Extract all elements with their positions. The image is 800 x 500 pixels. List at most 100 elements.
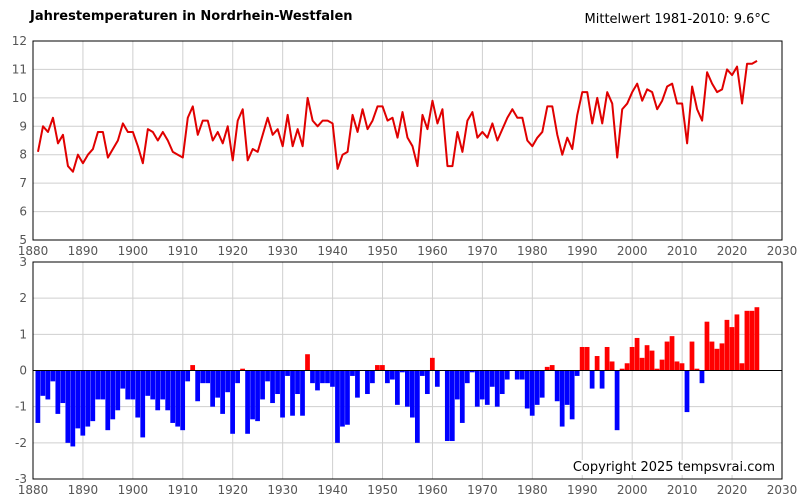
- anomaly-bar: [474, 370, 480, 407]
- anomaly-bar: [624, 363, 630, 371]
- anomaly-bar: [330, 370, 335, 387]
- y-tick-label: 9: [19, 119, 27, 133]
- anomaly-bar: [564, 370, 570, 405]
- anomaly-bar: [130, 370, 136, 400]
- anomaly-bar: [654, 368, 660, 371]
- anomaly-bar: [669, 336, 675, 371]
- anomaly-bar: [514, 370, 520, 380]
- x-tick-label: 1890: [68, 244, 99, 258]
- anomaly-bar: [664, 341, 670, 371]
- anomaly-bar: [335, 370, 340, 443]
- y-tick-label: 6: [19, 205, 27, 219]
- anomaly-bar: [679, 363, 685, 371]
- anomaly-bar: [240, 368, 245, 371]
- x-tick-label: 1960: [417, 483, 448, 497]
- anomaly-bar: [639, 357, 645, 371]
- anomaly-bar: [504, 370, 510, 380]
- anomaly-bar: [325, 370, 330, 384]
- x-tick-label: 2030: [767, 483, 798, 497]
- anomaly-bar: [315, 370, 320, 391]
- anomaly-bar: [459, 370, 465, 423]
- anomaly-bar: [704, 321, 710, 371]
- anomaly-bar: [434, 370, 440, 387]
- anomaly-bar: [90, 370, 96, 422]
- anomaly-bar: [290, 370, 295, 416]
- anomaly-bar: [365, 370, 370, 395]
- anomaly-bar: [405, 370, 410, 407]
- anomaly-bar: [619, 368, 625, 371]
- anomaly-bar: [340, 370, 345, 427]
- anomaly-bar: [230, 370, 235, 434]
- y-tick-label: 8: [19, 148, 27, 162]
- anomaly-bar: [469, 370, 475, 373]
- x-tick-label: 1930: [267, 483, 298, 497]
- anomaly-bar: [634, 337, 640, 371]
- anomaly-bar: [70, 370, 76, 447]
- y-tick-label: 12: [12, 34, 27, 48]
- anomaly-bar: [320, 370, 325, 384]
- y-tick-label: -2: [15, 436, 27, 450]
- anomaly-bar: [270, 370, 275, 404]
- chart-title: Jahrestemperaturen in Nordrhein-Westfale…: [30, 9, 353, 24]
- anomaly-bar: [225, 370, 230, 393]
- copyright-label: Copyright 2025 tempsvrai.com: [570, 460, 777, 475]
- x-tick-label: 1910: [168, 244, 199, 258]
- anomaly-bar: [205, 370, 211, 384]
- anomaly-bar: [604, 346, 610, 371]
- anomaly-bar: [419, 370, 425, 376]
- anomaly-bar: [250, 370, 255, 420]
- temperature-panel: 5 6 7 8 9 10 11 12 1880 1890 1900 1910 1920 1930 1940 1…: [12, 34, 798, 258]
- anomaly-bar: [544, 366, 550, 371]
- y-tick-label: -1: [15, 400, 27, 414]
- anomaly-bar: [265, 370, 270, 382]
- anomaly-bar: [65, 370, 71, 443]
- mean-label: Mittelwert 1981-2010: 9.6°C: [584, 12, 770, 27]
- anomaly-bar: [574, 370, 580, 376]
- anomaly-bar: [424, 370, 430, 395]
- anomaly-bar: [644, 345, 650, 371]
- anomaly-bar: [385, 370, 390, 384]
- anomaly-bar: [200, 370, 206, 384]
- anomaly-bar: [629, 346, 635, 371]
- anomaly-bar: [120, 370, 126, 389]
- temperature-line: [37, 60, 758, 173]
- anomaly-bar: [85, 370, 91, 427]
- anomaly-bar: [80, 370, 86, 436]
- anomaly-bar: [554, 370, 560, 402]
- x-tick-label: 1890: [68, 483, 99, 497]
- anomaly-bar: [75, 370, 81, 429]
- anomaly-bar: [659, 359, 665, 371]
- anomaly-bar: [220, 370, 225, 414]
- y-tick-label: 3: [19, 255, 27, 269]
- x-tick-label: 1990: [567, 244, 598, 258]
- anomaly-bar: [280, 370, 285, 418]
- plot-frame: [32, 40, 783, 241]
- y-tick-label: 7: [19, 176, 27, 190]
- anomaly-bar: [35, 370, 41, 423]
- x-tick-label: 1970: [467, 244, 498, 258]
- x-tick-label: 2030: [767, 244, 798, 258]
- anomaly-bar: [674, 361, 680, 371]
- anomaly-bar: [40, 370, 46, 396]
- anomaly-bar: [449, 370, 455, 442]
- anomaly-bar: [165, 370, 171, 411]
- x-tick-label: 1980: [517, 244, 548, 258]
- anomaly-bar: [594, 356, 600, 371]
- anomaly-bar: [245, 370, 250, 434]
- anomaly-bar: [175, 370, 181, 427]
- anomaly-bar: [345, 370, 350, 425]
- x-tick-label: 2010: [667, 483, 698, 497]
- anomaly-bar: [140, 370, 146, 438]
- anomaly-bar: [100, 370, 106, 400]
- anomaly-bar: [115, 370, 121, 411]
- x-tick-label: 2000: [617, 483, 648, 497]
- anomaly-bar: [689, 341, 695, 371]
- plot-frame: [32, 261, 783, 480]
- x-tick-label: 1950: [367, 244, 398, 258]
- anomaly-bar: [539, 370, 545, 398]
- x-tick-label: 1960: [417, 244, 448, 258]
- anomaly-bar: [494, 370, 500, 407]
- x-tick-label: 2020: [717, 244, 748, 258]
- anomaly-bar: [215, 370, 220, 398]
